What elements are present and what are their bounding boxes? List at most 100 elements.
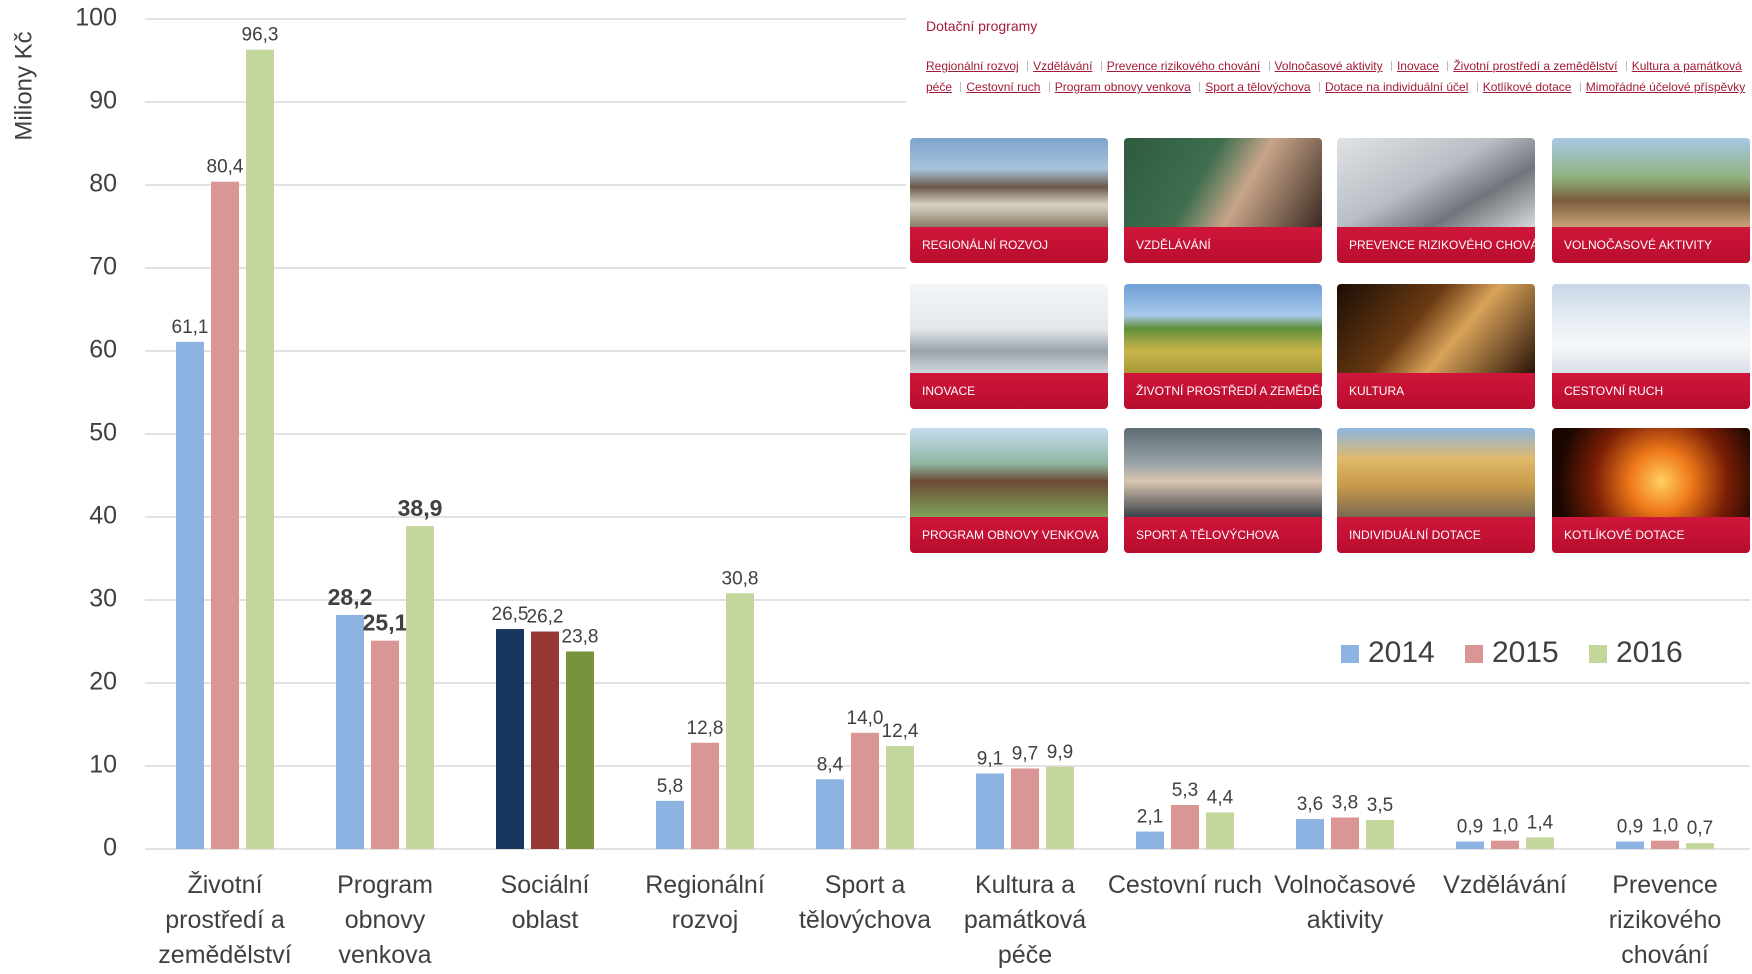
legend-label: 2014 <box>1368 636 1435 669</box>
y-tick-label: 60 <box>89 336 117 364</box>
value-label: 1,0 <box>1492 816 1518 837</box>
bar <box>371 640 399 849</box>
program-tile[interactable]: REGIONÁLNÍ ROZVOJ <box>910 138 1108 263</box>
bar <box>656 800 684 849</box>
bar <box>816 779 844 849</box>
tile-image <box>910 138 1108 227</box>
bar <box>1526 837 1554 849</box>
program-tile[interactable]: INOVACE <box>910 284 1108 409</box>
value-label: 25,1 <box>363 610 408 636</box>
bar <box>1331 817 1359 849</box>
link[interactable]: Volnočasové aktivity <box>1274 59 1383 73</box>
value-label: 0,7 <box>1687 818 1713 839</box>
link[interactable]: Sport a tělovýchova <box>1205 80 1311 94</box>
value-label: 38,9 <box>398 495 443 521</box>
link[interactable]: Program obnovy venkova <box>1054 80 1191 94</box>
program-tile[interactable]: KOTLÍKOVÉ DOTACE <box>1552 428 1750 553</box>
bar <box>336 614 364 849</box>
y-tick-label: 20 <box>89 668 117 696</box>
link[interactable]: Inovace <box>1396 59 1439 73</box>
value-label: 96,3 <box>242 25 279 46</box>
bar <box>1686 843 1714 849</box>
link[interactable]: Prevence rizikového chování <box>1106 59 1261 73</box>
bar <box>566 651 594 849</box>
tile-label: KOTLÍKOVÉ DOTACE <box>1552 517 1750 553</box>
x-tick-label: Program obnovy venkova <box>337 871 433 969</box>
value-label: 0,9 <box>1617 817 1643 838</box>
bar <box>726 593 754 849</box>
tile-image <box>1337 138 1535 227</box>
value-label: 12,4 <box>882 721 919 742</box>
tile-label: VZDĚLÁVÁNÍ <box>1124 227 1322 263</box>
separator <box>1199 82 1201 92</box>
bar <box>531 631 559 849</box>
tile-image <box>1124 138 1322 227</box>
y-tick-label: 30 <box>89 585 117 613</box>
value-label: 2,1 <box>1137 807 1163 828</box>
bar <box>1616 841 1644 849</box>
program-tile[interactable]: SPORT A TĚLOVÝCHOVA <box>1124 428 1322 553</box>
link[interactable]: Kotlíkové dotace <box>1482 80 1572 94</box>
bar <box>976 773 1004 849</box>
separator <box>1447 61 1449 71</box>
value-label: 4,4 <box>1207 787 1234 808</box>
tile-label: SPORT A TĚLOVÝCHOVA <box>1124 517 1322 553</box>
link[interactable]: Cestovní ruch <box>966 80 1041 94</box>
bar <box>211 181 239 849</box>
x-tick-label: Prevence rizikového chování <box>1608 871 1722 969</box>
value-label: 9,1 <box>977 748 1003 769</box>
tile-image <box>1337 428 1535 517</box>
link[interactable]: Vzdělávání <box>1033 59 1093 73</box>
program-tile[interactable]: CESTOVNÍ RUCH <box>1552 284 1750 409</box>
separator <box>1390 61 1392 71</box>
bar <box>1366 819 1394 849</box>
value-label: 1,0 <box>1652 816 1678 837</box>
screenshot-title: Dotační programy <box>926 18 1038 34</box>
tile-image <box>1552 284 1750 373</box>
program-tile[interactable]: KULTURA <box>1337 284 1535 409</box>
bar <box>1456 841 1484 849</box>
x-tick-label: Kultura a památková péče <box>963 871 1087 969</box>
link[interactable]: Kultura a památková péče <box>926 59 1742 94</box>
separator <box>1048 82 1050 92</box>
tile-label: REGIONÁLNÍ ROZVOJ <box>910 227 1108 263</box>
link[interactable]: Životní prostředí a zemědělství <box>1453 59 1618 73</box>
legend-label: 2016 <box>1616 636 1683 669</box>
value-label: 3,6 <box>1297 794 1323 815</box>
separator <box>1027 61 1029 71</box>
value-label: 80,4 <box>207 157 244 178</box>
tile-image <box>1124 428 1322 517</box>
value-label: 61,1 <box>172 317 209 338</box>
legend-swatch <box>1465 645 1483 663</box>
separator <box>1579 82 1581 92</box>
separator <box>1100 61 1102 71</box>
value-label: 9,9 <box>1047 742 1073 763</box>
program-tile[interactable]: INDIVIDUÁLNÍ DOTACE <box>1337 428 1535 553</box>
value-label: 26,5 <box>492 604 529 625</box>
value-label: 30,8 <box>722 568 759 589</box>
program-tile[interactable]: VOLNOČASOVÉ AKTIVITY <box>1552 138 1750 263</box>
program-tile[interactable]: PREVENCE RIZIKOVÉHO CHOVÁNÍ <box>1337 138 1535 263</box>
program-tile[interactable]: PROGRAM OBNOVY VENKOVA <box>910 428 1108 553</box>
legend-label: 2015 <box>1492 636 1559 669</box>
tile-label: INDIVIDUÁLNÍ DOTACE <box>1337 517 1535 553</box>
y-tick-label: 10 <box>89 751 117 779</box>
y-tick-label: 100 <box>75 4 117 32</box>
tile-label: KULTURA <box>1337 373 1535 409</box>
program-tile[interactable]: ŽIVOTNÍ PROSTŘEDÍ A ZEMĚDĚLSTVÍ <box>1124 284 1322 409</box>
program-tile[interactable]: VZDĚLÁVÁNÍ <box>1124 138 1322 263</box>
y-tick-label: 70 <box>89 253 117 281</box>
bar <box>1136 831 1164 849</box>
x-tick-label: Sport a tělovýchova <box>798 871 932 934</box>
bar <box>1491 840 1519 849</box>
link[interactable]: Mimořádné účelové příspěvky <box>1585 80 1746 94</box>
link[interactable]: Regionální rozvoj <box>926 59 1019 73</box>
bar <box>691 742 719 849</box>
value-label: 8,4 <box>817 754 844 775</box>
y-tick-label: 90 <box>89 87 117 115</box>
separator <box>960 82 962 92</box>
tile-image <box>1552 428 1750 517</box>
y-tick-label: 80 <box>89 170 117 198</box>
link[interactable]: Dotace na individuální účel <box>1324 80 1469 94</box>
